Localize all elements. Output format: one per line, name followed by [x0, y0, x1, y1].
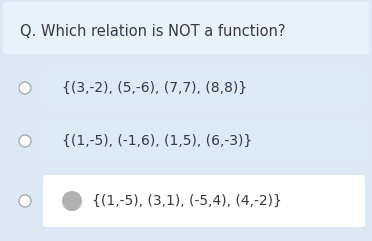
Text: {(1,-5), (3,1), (-5,4), (4,-2)}: {(1,-5), (3,1), (-5,4), (4,-2)}: [92, 194, 282, 208]
FancyBboxPatch shape: [43, 175, 365, 227]
FancyBboxPatch shape: [3, 2, 369, 54]
FancyBboxPatch shape: [43, 122, 365, 160]
Text: {(1,-5), (-1,6), (1,5), (6,-3)}: {(1,-5), (-1,6), (1,5), (6,-3)}: [62, 134, 252, 148]
Text: {(3,-2), (5,-6), (7,7), (8,8)}: {(3,-2), (5,-6), (7,7), (8,8)}: [62, 81, 247, 95]
Circle shape: [62, 191, 82, 211]
Circle shape: [19, 135, 31, 147]
Circle shape: [19, 195, 31, 207]
Circle shape: [19, 82, 31, 94]
FancyBboxPatch shape: [43, 69, 365, 107]
Text: Q. Which relation is NOT a function?: Q. Which relation is NOT a function?: [20, 24, 285, 39]
